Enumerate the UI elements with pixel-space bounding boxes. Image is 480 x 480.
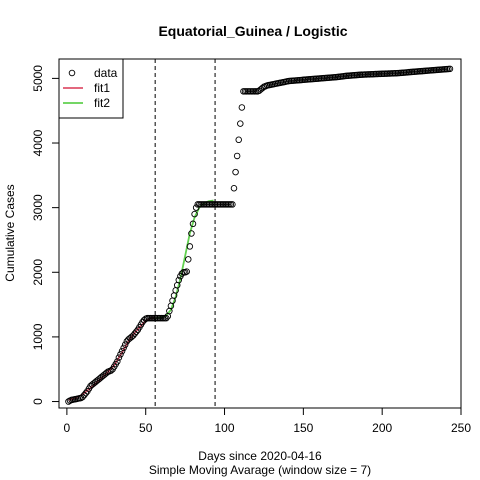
x-tick-label: 100 xyxy=(215,421,235,435)
data-point xyxy=(233,152,241,160)
data-point xyxy=(132,328,140,335)
data-point xyxy=(238,104,246,111)
y-axis-label: Cumulative Cases xyxy=(3,184,17,281)
series-line-fit1 xyxy=(68,316,156,402)
data-point xyxy=(186,243,194,250)
y-tick-label: 3000 xyxy=(31,194,45,221)
data-point xyxy=(118,347,126,355)
data-point xyxy=(117,351,124,358)
legend-marker-data xyxy=(68,69,76,77)
data-point xyxy=(79,393,86,401)
data-points xyxy=(65,65,454,405)
x-axis-sublabel: Simple Moving Avarage (window size = 7) xyxy=(149,463,371,477)
y-tick-label: 5000 xyxy=(31,65,45,92)
data-point xyxy=(162,314,170,322)
x-tick-label: 250 xyxy=(451,421,471,435)
legend-label-data: data xyxy=(94,66,118,80)
data-point xyxy=(446,65,454,73)
series-line-fit2 xyxy=(155,199,214,320)
data-point xyxy=(121,341,129,348)
data-point xyxy=(232,168,239,176)
chart-title: Equatorial_Guinea / Logistic xyxy=(158,23,347,39)
y-tick-label: 2000 xyxy=(31,259,45,286)
data-point xyxy=(189,220,197,228)
data-point xyxy=(120,344,127,352)
data-point xyxy=(188,230,195,237)
data-point xyxy=(175,276,183,284)
y-axis: 0 1000 2000 3000 4000 5000 xyxy=(31,65,60,405)
legend-label-fit1: fit1 xyxy=(94,81,110,95)
data-point xyxy=(80,391,88,399)
x-axis-label: Days since 2020-04-16 xyxy=(198,449,322,463)
data-point xyxy=(82,389,90,397)
data-point xyxy=(131,330,138,337)
x-tick-label: 0 xyxy=(64,421,71,435)
x-tick-label: 50 xyxy=(139,421,153,435)
vertical-reference-lines xyxy=(154,59,216,408)
legend-label-fit2: fit2 xyxy=(94,96,110,110)
data-point xyxy=(183,268,190,275)
data-point xyxy=(107,367,115,374)
data-point xyxy=(129,332,137,339)
data-point xyxy=(237,120,244,127)
data-point xyxy=(229,201,236,208)
data-point xyxy=(235,136,242,144)
data-point xyxy=(185,256,192,263)
data-point xyxy=(115,354,123,361)
y-tick-label: 0 xyxy=(31,398,45,405)
x-tick-label: 150 xyxy=(293,421,313,435)
y-tick-label: 1000 xyxy=(31,323,45,350)
data-point xyxy=(191,210,198,218)
x-axis: 0 50 100 150 200 250 xyxy=(64,407,471,435)
y-tick-label: 4000 xyxy=(31,129,45,156)
data-point xyxy=(230,185,238,192)
x-tick-label: 200 xyxy=(372,421,392,435)
data-point xyxy=(114,358,121,365)
